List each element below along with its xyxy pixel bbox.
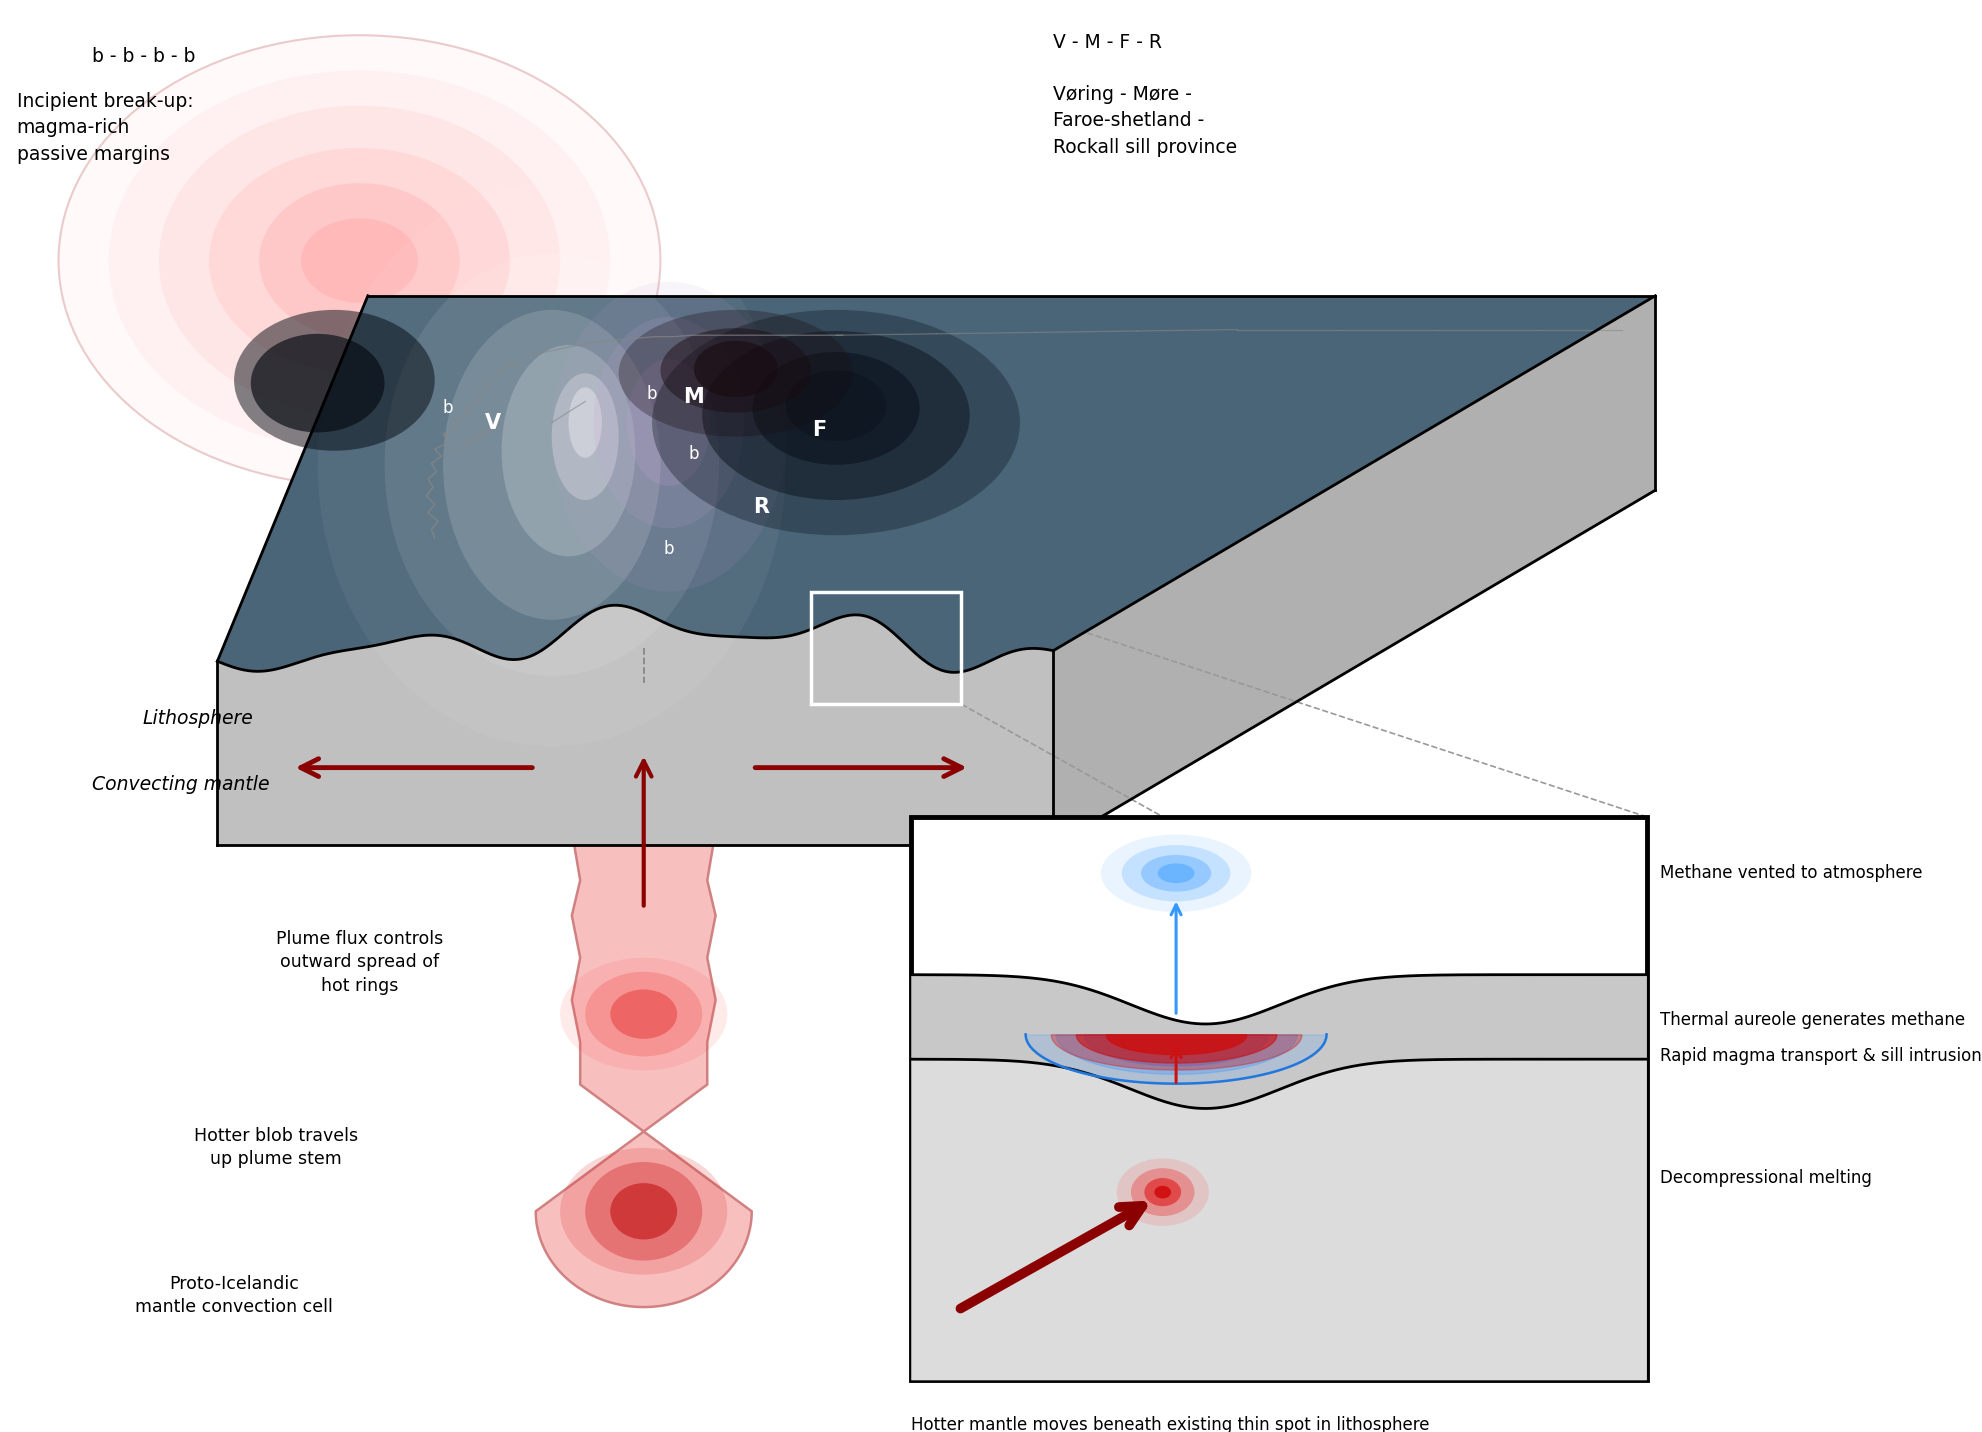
Bar <box>912 816 1647 1380</box>
Text: b - b - b - b: b - b - b - b <box>91 47 196 66</box>
Text: Lithosphere: Lithosphere <box>143 709 254 727</box>
Ellipse shape <box>569 387 603 458</box>
Text: Plume flux controls
outward spread of
hot rings: Plume flux controls outward spread of ho… <box>275 929 442 995</box>
Ellipse shape <box>1100 835 1251 912</box>
Text: Convecting mantle: Convecting mantle <box>91 775 270 793</box>
Ellipse shape <box>559 1148 727 1274</box>
Text: b: b <box>646 385 656 404</box>
Text: Hotter mantle moves beneath existing thin spot in lithosphere: Hotter mantle moves beneath existing thi… <box>912 1415 1429 1432</box>
Polygon shape <box>912 1060 1647 1380</box>
Text: Vøring - Møre -
Faroe-shetland -
Rockall sill province: Vøring - Møre - Faroe-shetland - Rockall… <box>1052 84 1237 156</box>
Text: Methane vented to atmosphere: Methane vented to atmosphere <box>1659 865 1923 882</box>
Ellipse shape <box>442 309 660 620</box>
Text: Proto-Icelandic
mantle convection cell: Proto-Icelandic mantle convection cell <box>135 1274 333 1316</box>
Ellipse shape <box>59 36 660 485</box>
Ellipse shape <box>610 1183 676 1240</box>
Ellipse shape <box>551 374 618 500</box>
Ellipse shape <box>618 309 852 437</box>
Bar <box>811 591 961 705</box>
Text: F: F <box>813 420 826 440</box>
Ellipse shape <box>392 693 894 806</box>
Ellipse shape <box>317 183 785 746</box>
Ellipse shape <box>1157 863 1193 884</box>
Ellipse shape <box>660 328 811 412</box>
Ellipse shape <box>109 70 610 451</box>
Text: M: M <box>684 387 704 407</box>
Ellipse shape <box>593 316 743 528</box>
Text: b: b <box>688 444 700 463</box>
Text: Rapid magma transport & sill intrusion: Rapid magma transport & sill intrusion <box>1659 1047 1982 1064</box>
Ellipse shape <box>250 334 385 432</box>
Ellipse shape <box>208 147 509 374</box>
Ellipse shape <box>626 359 710 485</box>
Ellipse shape <box>260 183 460 338</box>
Ellipse shape <box>593 743 694 778</box>
Ellipse shape <box>1154 1186 1171 1199</box>
Text: Hotter blob travels
up plume stem: Hotter blob travels up plume stem <box>194 1127 359 1169</box>
Polygon shape <box>268 690 1019 1307</box>
Text: V - M - F - R: V - M - F - R <box>1052 33 1161 52</box>
Ellipse shape <box>694 341 777 397</box>
Text: R: R <box>753 497 769 517</box>
Ellipse shape <box>785 371 886 441</box>
Ellipse shape <box>1130 1169 1193 1216</box>
Text: Decompressional melting: Decompressional melting <box>1659 1169 1871 1187</box>
Text: Thermal aureole generates methane: Thermal aureole generates methane <box>1659 1011 1964 1030</box>
Polygon shape <box>218 606 1052 845</box>
Text: b: b <box>442 400 454 418</box>
Ellipse shape <box>309 676 977 816</box>
Ellipse shape <box>476 712 811 796</box>
Ellipse shape <box>385 253 719 676</box>
Ellipse shape <box>1122 845 1229 901</box>
Ellipse shape <box>1140 855 1211 892</box>
Ellipse shape <box>1116 1158 1209 1226</box>
Ellipse shape <box>543 729 743 786</box>
Text: b: b <box>664 540 674 558</box>
Ellipse shape <box>559 958 727 1071</box>
Ellipse shape <box>702 331 969 500</box>
Ellipse shape <box>551 282 785 591</box>
Ellipse shape <box>610 990 676 1038</box>
Polygon shape <box>912 975 1647 1108</box>
Ellipse shape <box>301 218 418 302</box>
Ellipse shape <box>751 352 920 465</box>
Ellipse shape <box>652 309 1019 536</box>
Ellipse shape <box>501 345 634 557</box>
Polygon shape <box>218 296 1655 673</box>
Text: Incipient break-up:
magma-rich
passive margins: Incipient break-up: magma-rich passive m… <box>16 92 194 163</box>
Ellipse shape <box>159 106 559 415</box>
Ellipse shape <box>585 1161 702 1260</box>
Ellipse shape <box>234 309 434 451</box>
Polygon shape <box>1052 296 1655 845</box>
Ellipse shape <box>585 972 702 1057</box>
Text: V: V <box>486 412 501 432</box>
Ellipse shape <box>1144 1179 1181 1206</box>
